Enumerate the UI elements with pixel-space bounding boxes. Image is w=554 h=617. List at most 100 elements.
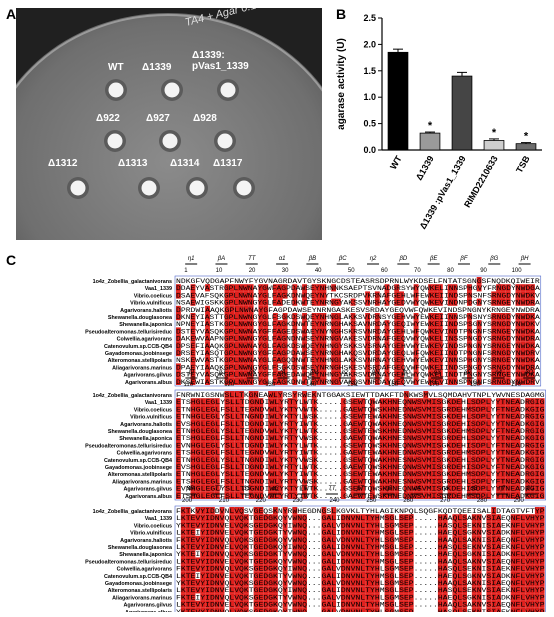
conserved-cell xyxy=(331,521,337,529)
conserved-cell xyxy=(403,528,409,536)
strain-label: Δ1317 xyxy=(213,158,243,169)
conserved-cell xyxy=(365,341,370,349)
conserved-cell xyxy=(384,448,390,456)
conserved-cell xyxy=(428,412,434,420)
conserved-cell xyxy=(287,419,293,427)
conserved-cell xyxy=(491,320,497,328)
conserved-cell xyxy=(282,600,288,608)
conserved-cell xyxy=(520,521,526,529)
species-name: Vibrio.vulnificus xyxy=(130,415,172,421)
conserved-cell xyxy=(234,419,240,427)
conserved-cell xyxy=(176,448,181,456)
conserved-cell xyxy=(462,579,467,587)
conserved-cell xyxy=(350,349,356,357)
conserved-cell xyxy=(428,455,434,463)
conserved-cell xyxy=(205,377,210,385)
ruler-number: 110 xyxy=(183,382,193,388)
conserved-cell xyxy=(365,586,370,594)
conserved-cell xyxy=(360,579,366,587)
conserved-cell xyxy=(534,405,540,413)
conserved-cell xyxy=(321,564,327,572)
conserved-cell xyxy=(452,528,458,536)
conserved-cell xyxy=(437,579,443,587)
conserved-cell xyxy=(481,477,487,485)
conserved-cell xyxy=(282,313,288,321)
conserved-cell xyxy=(452,593,458,601)
conserved-cell xyxy=(239,491,244,499)
conserved-cell xyxy=(467,441,472,449)
secondary-structure-label: η5 xyxy=(385,486,392,492)
conserved-cell xyxy=(273,543,278,551)
conserved-cell xyxy=(476,320,482,328)
conserved-cell xyxy=(205,313,210,321)
conserved-cell xyxy=(365,557,370,565)
conserved-cell xyxy=(476,277,482,285)
conserved-cell xyxy=(302,434,307,442)
conserved-cell xyxy=(539,600,545,608)
ruler-number: 270 xyxy=(440,498,451,504)
conserved-cell xyxy=(500,491,506,499)
conserved-cell xyxy=(176,349,181,357)
conserved-cell xyxy=(515,477,521,485)
conserved-cell xyxy=(302,363,307,371)
conserved-cell xyxy=(360,607,366,615)
conserved-cell xyxy=(520,377,526,385)
conserved-cell xyxy=(209,586,215,594)
conserved-cell xyxy=(350,320,356,328)
sequence-row: DPAEYIAAQKGPLNWNGYGLFSGKDSWSEYNRNGHSKESV… xyxy=(176,364,540,371)
conserved-cell xyxy=(486,412,492,420)
conserved-cell xyxy=(205,448,210,456)
conserved-cell xyxy=(340,463,346,471)
conserved-cell xyxy=(413,334,419,342)
conserved-cell xyxy=(229,391,235,399)
conserved-cell xyxy=(224,455,230,463)
conserved-cell xyxy=(370,550,375,558)
conserved-cell xyxy=(476,341,482,349)
conserved-cell xyxy=(340,586,346,594)
conserved-cell xyxy=(258,514,264,522)
conserved-cell xyxy=(205,477,210,485)
conserved-cell xyxy=(374,557,380,565)
conserved-cell xyxy=(229,550,235,558)
conserved-cell xyxy=(486,427,492,435)
conserved-cell xyxy=(268,398,273,406)
conserved-cell xyxy=(263,341,269,349)
conserved-cell xyxy=(534,535,540,543)
conserved-cell xyxy=(403,543,409,551)
conserved-cell xyxy=(248,356,254,364)
secondary-structure-label: η1 xyxy=(188,256,195,262)
conserved-cell xyxy=(500,341,506,349)
secondary-structure-label: βN xyxy=(371,370,380,376)
ruler-number: 90 xyxy=(480,268,487,274)
conserved-cell xyxy=(205,334,210,342)
conserved-cell xyxy=(176,377,181,385)
conserved-cell xyxy=(302,391,307,399)
conserved-cell xyxy=(496,477,501,485)
conserved-cell xyxy=(277,370,283,378)
conserved-cell xyxy=(467,341,472,349)
conserved-cell xyxy=(268,477,273,485)
conserved-cell xyxy=(195,427,201,435)
conserved-cell xyxy=(214,419,220,427)
conserved-cell xyxy=(384,470,390,478)
conserved-cell xyxy=(340,455,346,463)
conserved-cell xyxy=(370,514,375,522)
conserved-cell xyxy=(292,356,298,364)
conserved-cell xyxy=(239,341,244,349)
conserved-cell xyxy=(326,586,332,594)
conserved-cell xyxy=(428,427,434,435)
conserved-cell xyxy=(277,284,283,292)
conserved-cell xyxy=(234,391,240,399)
conserved-cell xyxy=(476,327,482,335)
conserved-cell xyxy=(229,593,235,601)
conserved-cell xyxy=(253,398,259,406)
conserved-cell xyxy=(239,514,244,522)
conserved-cell xyxy=(253,586,259,594)
conserved-cell xyxy=(209,434,215,442)
conserved-cell xyxy=(258,298,264,306)
conserved-cell xyxy=(239,593,244,601)
conserved-cell xyxy=(505,320,511,328)
conserved-cell xyxy=(268,543,273,551)
conserved-cell xyxy=(229,405,235,413)
conserved-cell xyxy=(229,477,235,485)
